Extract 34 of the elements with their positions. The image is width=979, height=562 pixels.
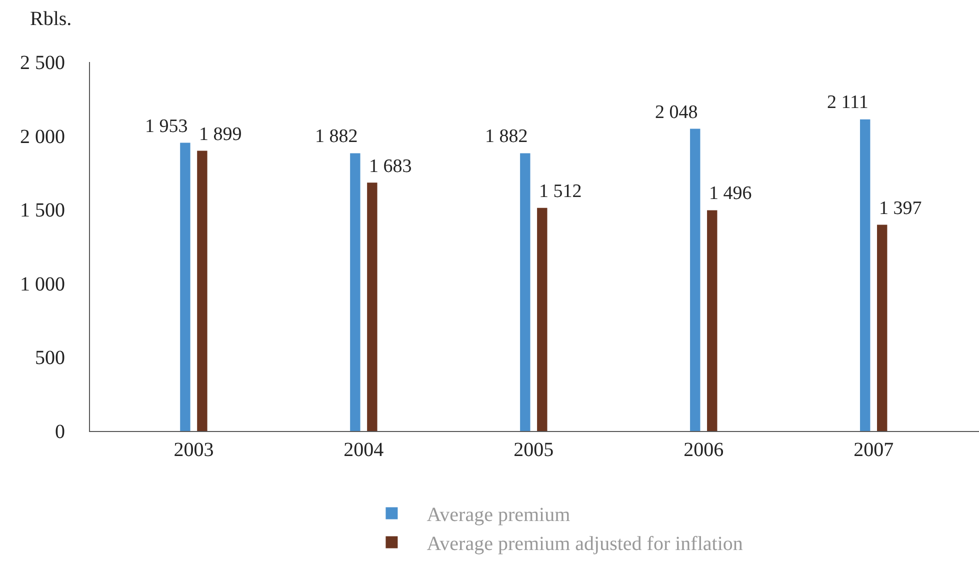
bar bbox=[197, 150, 208, 431]
bar bbox=[520, 153, 530, 431]
data-label: 1 397 bbox=[879, 198, 922, 219]
data-label: 2 048 bbox=[655, 102, 698, 123]
bar bbox=[180, 142, 190, 431]
bar bbox=[690, 128, 700, 431]
legend-label: Average premium bbox=[426, 504, 571, 526]
data-label: 1 899 bbox=[199, 124, 242, 145]
bar bbox=[537, 208, 548, 431]
y-tick-label: 1 000 bbox=[20, 273, 65, 296]
data-label: 1 953 bbox=[145, 116, 188, 137]
data-label: 1 882 bbox=[315, 126, 358, 147]
x-tick-label: 2004 bbox=[344, 439, 384, 461]
y-tick-label: 2 500 bbox=[20, 52, 65, 74]
bar bbox=[350, 153, 360, 431]
y-tick-label: 0 bbox=[55, 421, 65, 443]
x-tick-label: 2005 bbox=[514, 439, 554, 461]
y-axis-title: Rbls. bbox=[30, 8, 72, 30]
data-label: 1 683 bbox=[369, 156, 412, 177]
x-tick-label: 2006 bbox=[684, 439, 724, 461]
y-tick-label: 2 000 bbox=[20, 126, 65, 148]
data-label: 1 512 bbox=[539, 181, 582, 202]
data-label: 2 111 bbox=[827, 92, 868, 113]
bar bbox=[367, 182, 378, 431]
x-tick-label: 2007 bbox=[854, 439, 894, 461]
x-tick-label: 2003 bbox=[174, 439, 214, 461]
bar bbox=[877, 224, 888, 431]
data-label: 1 496 bbox=[709, 183, 752, 204]
bar bbox=[707, 210, 718, 431]
legend-label: Average premium adjusted for inflation bbox=[426, 533, 743, 556]
y-tick-label: 1 500 bbox=[20, 200, 65, 222]
data-label: 1 882 bbox=[485, 126, 528, 147]
bar bbox=[860, 119, 870, 431]
y-tick-label: 500 bbox=[35, 347, 65, 370]
